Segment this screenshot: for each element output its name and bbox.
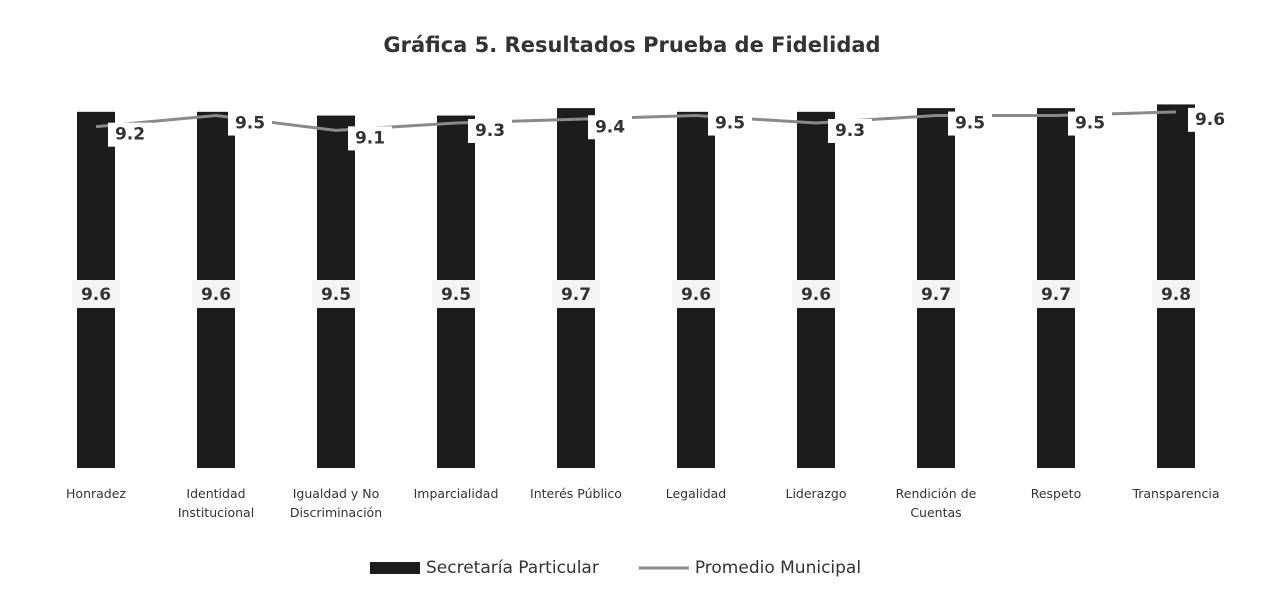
x-tick-label: Identidad Institucional	[177, 486, 255, 520]
x-tick-label: Transparencia	[1132, 486, 1220, 501]
line-value-label: 9.5	[955, 114, 985, 134]
x-tick-label: Igualdad y No Discriminación	[289, 486, 383, 520]
line-value-label: 9.2	[115, 125, 145, 145]
line-value-label: 9.1	[355, 128, 385, 148]
label-box	[312, 280, 360, 308]
label-box	[108, 122, 152, 147]
label-box	[432, 280, 480, 308]
label-box	[1032, 280, 1080, 308]
x-tick-label: Interés Público	[530, 486, 622, 501]
label-box	[912, 280, 960, 308]
bar-value-label: 9.5	[441, 285, 471, 305]
x-tick-label: Legalidad	[665, 486, 727, 501]
label-box	[792, 280, 840, 308]
bar-value-label: 9.6	[81, 285, 111, 305]
bar-value-label: 9.5	[321, 285, 351, 305]
bar-value-label: 9.6	[201, 285, 231, 305]
legend-swatch	[370, 562, 420, 574]
x-tick-label: Respeto	[1030, 486, 1082, 501]
bar-value-label: 9.7	[1041, 285, 1071, 305]
chart-title: Gráfica 5. Resultados Prueba de Fidelida…	[383, 33, 880, 57]
line-value-label: 9.6	[1195, 110, 1225, 130]
bar-value-label: 9.7	[921, 285, 951, 305]
line-value-label: 9.5	[715, 114, 745, 134]
bar-value-label: 9.6	[681, 285, 711, 305]
label-box	[192, 280, 240, 308]
label-box	[228, 111, 272, 136]
label-box	[1152, 280, 1200, 308]
x-tick-label: Liderazgo	[785, 486, 847, 501]
label-box	[348, 126, 392, 151]
label-box	[1068, 111, 1112, 136]
label-box	[72, 280, 120, 308]
label-box	[828, 118, 872, 143]
line-value-label: 9.5	[1075, 114, 1105, 134]
label-box	[468, 118, 512, 143]
legend-label: Secretaría Particular	[426, 558, 599, 578]
label-box	[708, 111, 752, 136]
x-tick-label: Rendición de Cuentas	[895, 486, 977, 520]
label-box	[552, 280, 600, 308]
label-box	[672, 280, 720, 308]
label-box	[588, 115, 632, 140]
x-tick-label: Honradez	[66, 486, 126, 501]
label-box	[948, 111, 992, 136]
x-tick-label: Imparcialidad	[413, 486, 499, 501]
line-value-label: 9.3	[835, 121, 865, 141]
line-value-label: 9.3	[475, 121, 505, 141]
line	[95, 110, 1177, 132]
bar-value-label: 9.7	[561, 285, 591, 305]
line-value-label: 9.4	[595, 117, 625, 137]
bar-value-label: 9.6	[801, 285, 831, 305]
line-value-label: 9.5	[235, 114, 265, 134]
legend-label: Promedio Municipal	[695, 558, 861, 578]
bar-value-label: 9.8	[1161, 285, 1191, 305]
label-box	[1188, 107, 1232, 132]
